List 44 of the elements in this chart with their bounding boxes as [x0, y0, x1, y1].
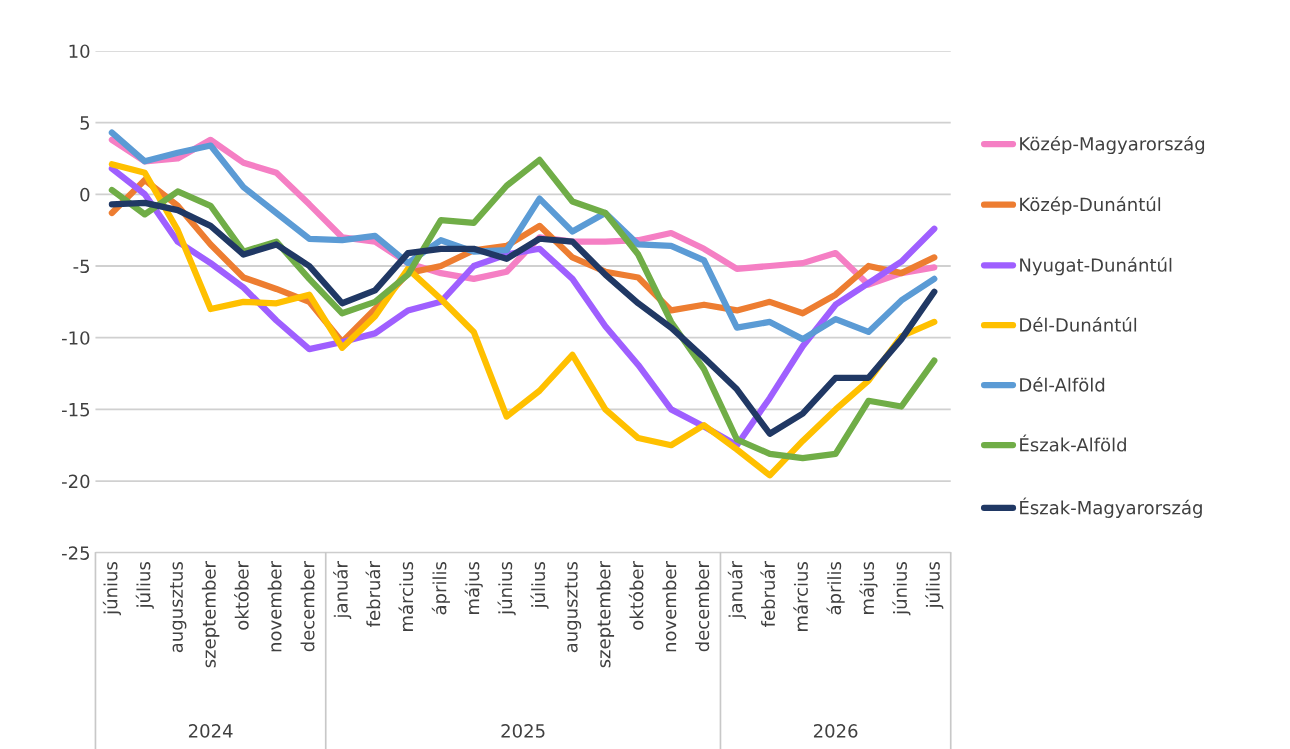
x-tick-label: január	[727, 561, 747, 619]
x-tick-label: március	[398, 561, 414, 631]
x-tick-label: november	[662, 561, 677, 652]
x-tick-label: április	[826, 561, 845, 615]
x-tick-label: július	[925, 561, 944, 609]
x-tick-label: március	[793, 561, 808, 631]
legend-label: Nyugat-Dunántúl	[1020, 257, 1172, 276]
y-tick-label: 10	[69, 44, 90, 59]
x-tick-label: augusztus	[564, 561, 582, 653]
x-tick-label: február	[760, 561, 776, 627]
text: 2024	[188, 724, 233, 738]
x-tick-label: október	[234, 561, 249, 630]
x-tick-label: szeptember	[201, 561, 220, 668]
y-tick-label: -15	[61, 403, 90, 417]
x-tick-label: január	[333, 561, 352, 619]
x-tick-label: május	[464, 561, 483, 614]
legend-label: Dél-Alföld	[1020, 376, 1105, 392]
x-tick-label: április	[431, 561, 450, 615]
x-tick-label: július	[530, 561, 549, 609]
x-tick-label: július	[135, 561, 154, 609]
legend-label: Dél-Dunántúl	[1020, 317, 1137, 332]
y-tick-label: -25	[61, 546, 90, 560]
legend-label: Észak-Alföld	[1020, 434, 1126, 452]
y-tick-label: 5	[80, 116, 90, 130]
x-tick-label: június	[497, 561, 516, 616]
y-tick-label: -10	[61, 331, 90, 345]
x-tick-label: december	[695, 561, 710, 652]
legend-label: Közép-Magyarország	[1020, 135, 1205, 155]
text: 2026	[813, 724, 858, 738]
y-tick-label: -5	[73, 259, 90, 274]
legend-label: Közép-Dunántúl	[1020, 196, 1161, 215]
legend-label: Észak-Magyarország	[1020, 497, 1202, 518]
x-tick-label: november	[267, 561, 282, 652]
y-tick-label: 0	[80, 187, 90, 202]
x-tick-label: szeptember	[596, 561, 615, 668]
x-tick-label: augusztus	[170, 561, 187, 653]
text: 2025	[501, 724, 545, 738]
x-tick-label: június	[892, 561, 911, 616]
x-tick-label: február	[365, 561, 381, 627]
x-tick-label: október	[628, 561, 644, 630]
x-tick-label: június	[102, 561, 122, 616]
y-tick-label: -20	[61, 474, 90, 489]
x-tick-label: december	[300, 561, 315, 652]
x-tick-label: május	[859, 561, 878, 614]
